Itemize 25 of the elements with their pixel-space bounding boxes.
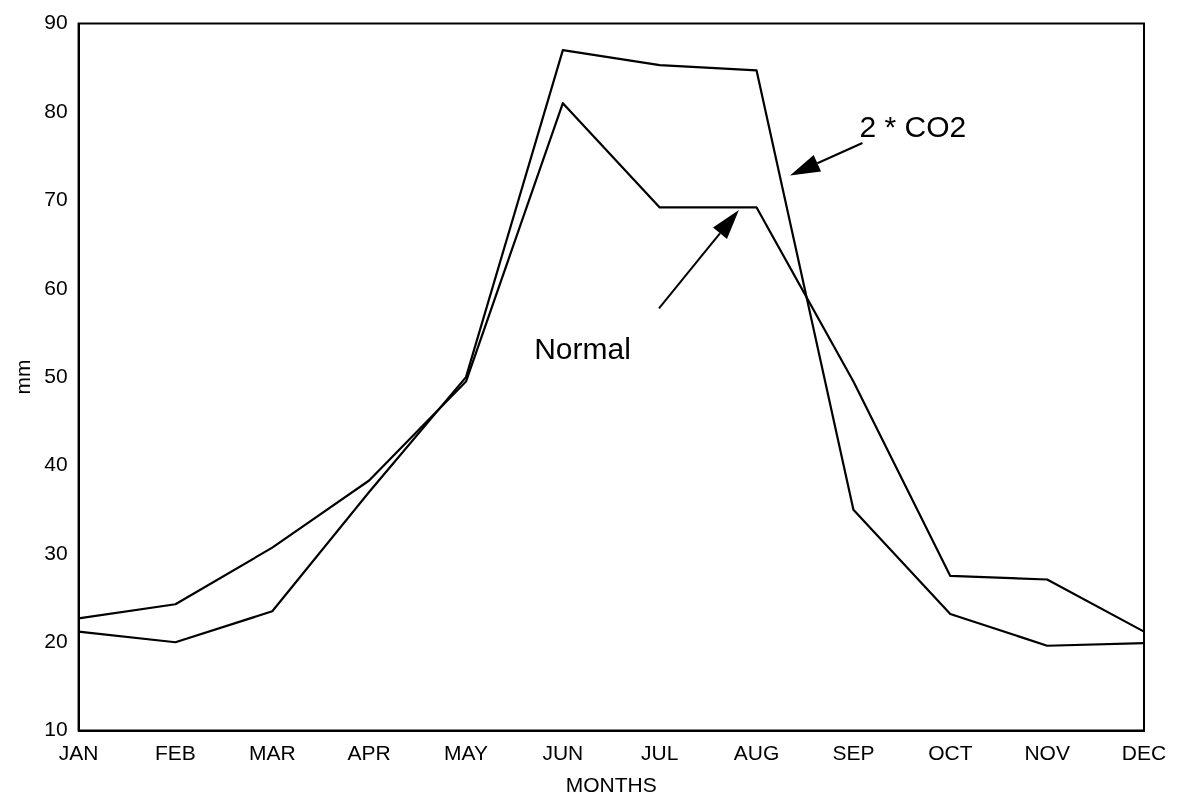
x-tick-label: APR xyxy=(347,741,391,764)
x-tick-label: AUG xyxy=(733,741,780,764)
x-tick-label: NOV xyxy=(1024,741,1070,764)
x-axis-title: MONTHS xyxy=(565,773,657,797)
annotation: 2 * CO2 xyxy=(859,109,967,143)
x-tick-label: MAR xyxy=(248,741,296,764)
y-axis-title: mm xyxy=(11,359,35,395)
y-tick-label: 30 xyxy=(44,540,68,564)
y-tick-label: 80 xyxy=(44,98,68,122)
y-tick-label: 50 xyxy=(44,363,68,387)
x-tick-label: FEB xyxy=(154,741,196,764)
annotation: Normal xyxy=(534,332,631,366)
y-tick-label: 60 xyxy=(44,275,68,299)
x-tick-label: SEP xyxy=(832,741,875,764)
y-tick-label: 90 xyxy=(44,10,68,34)
x-tick-label: MAY xyxy=(444,741,488,764)
x-tick-label: DEC xyxy=(1121,741,1167,764)
y-tick-label: 10 xyxy=(44,717,68,741)
y-tick-label: 70 xyxy=(44,187,68,211)
x-tick-label: OCT xyxy=(928,741,973,764)
y-tick-label: 20 xyxy=(44,629,68,653)
x-tick-label: JUL xyxy=(641,741,679,764)
y-tick-label: 40 xyxy=(44,452,68,476)
x-tick-label: JAN xyxy=(58,741,99,764)
x-tick-label: JUN xyxy=(542,741,584,764)
